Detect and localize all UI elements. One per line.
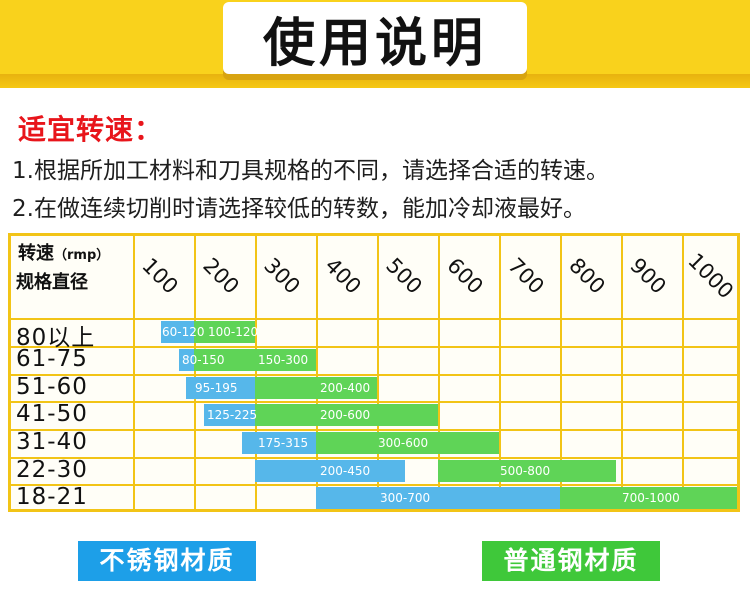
stainless-range-label: 175-315 bbox=[258, 436, 309, 450]
grid-hline bbox=[11, 484, 737, 486]
corner-diameter-label: 规格直径 bbox=[16, 272, 88, 293]
instruction-line-2: 2.在做连续切削时请选择较低的转数，能加冷却液最好。 bbox=[12, 196, 586, 222]
grid-vline bbox=[499, 236, 501, 509]
steel-range-bar bbox=[255, 377, 377, 399]
stainless-range-label: 200-450 bbox=[320, 464, 371, 478]
grid-vline bbox=[621, 236, 623, 509]
stainless-range-bar bbox=[255, 460, 405, 482]
steel-range-label: 200-400 bbox=[320, 381, 371, 395]
grid-vline bbox=[560, 236, 562, 509]
page-title: 使用说明 bbox=[262, 13, 487, 74]
grid-vline bbox=[316, 236, 318, 509]
title-box: 使用说明 bbox=[223, 2, 527, 74]
steel-range-label: 300-600 bbox=[378, 436, 429, 450]
stainless-range-label: 95-195 bbox=[195, 381, 238, 395]
stainless-range-bar bbox=[186, 377, 255, 399]
steel-range-label: 500-800 bbox=[500, 464, 551, 478]
header-banner: 使用说明 bbox=[0, 0, 750, 88]
steel-range-bar bbox=[194, 321, 255, 343]
steel-range-bar bbox=[316, 432, 499, 454]
section-title: 适宜转速： bbox=[18, 113, 164, 146]
stainless-range-bar bbox=[204, 404, 255, 426]
steel-range-bar bbox=[194, 349, 316, 371]
grid-vline bbox=[438, 236, 440, 509]
diameter-label: 61-75 bbox=[16, 346, 88, 372]
grid-hline bbox=[11, 401, 737, 403]
stainless-range-label: 125-225 bbox=[207, 408, 258, 422]
grid-vline bbox=[682, 236, 684, 509]
stainless-range-label: 60-120 bbox=[162, 325, 205, 339]
steel-range-label: 150-300 bbox=[258, 353, 309, 367]
stainless-range-bar bbox=[161, 321, 194, 343]
grid-hline bbox=[11, 429, 737, 431]
carbon-steel-legend: 普通钢材质 bbox=[482, 541, 660, 581]
diameter-label: 22-30 bbox=[16, 457, 88, 483]
stainless-range-label: 300-700 bbox=[380, 491, 431, 505]
stainless-steel-legend: 不锈钢材质 bbox=[78, 541, 256, 581]
corner-unit-label: （rmp） bbox=[54, 248, 110, 263]
steel-range-label: 100-120 bbox=[208, 325, 259, 339]
stainless-range-label: 80-150 bbox=[182, 353, 225, 367]
grid-vline bbox=[377, 236, 379, 509]
stainless-range-bar bbox=[242, 432, 316, 454]
diameter-label: 18-21 bbox=[16, 484, 88, 510]
grid-hline bbox=[11, 346, 737, 348]
grid-vline bbox=[133, 236, 135, 509]
header-shadow bbox=[0, 74, 750, 88]
steel-range-bar bbox=[255, 404, 438, 426]
grid-vline bbox=[194, 236, 196, 509]
grid-vline bbox=[255, 236, 257, 509]
steel-range-label: 700-1000 bbox=[622, 491, 680, 505]
grid-hline bbox=[11, 318, 737, 320]
diameter-label: 51-60 bbox=[16, 374, 88, 400]
grid-hline bbox=[11, 457, 737, 459]
diameter-label: 31-40 bbox=[16, 429, 88, 455]
grid-hline bbox=[11, 374, 737, 376]
instruction-line-1: 1.根据所加工材料和刀具规格的不同，请选择合适的转速。 bbox=[12, 158, 609, 184]
steel-range-label: 200-600 bbox=[320, 408, 371, 422]
corner-speed-label: 转速（rmp） bbox=[18, 243, 110, 264]
stainless-range-bar bbox=[316, 487, 560, 509]
steel-range-bar bbox=[560, 487, 737, 509]
diameter-label: 80以上 bbox=[16, 325, 96, 351]
diameter-label: 41-50 bbox=[16, 401, 88, 427]
steel-range-bar bbox=[438, 460, 616, 482]
